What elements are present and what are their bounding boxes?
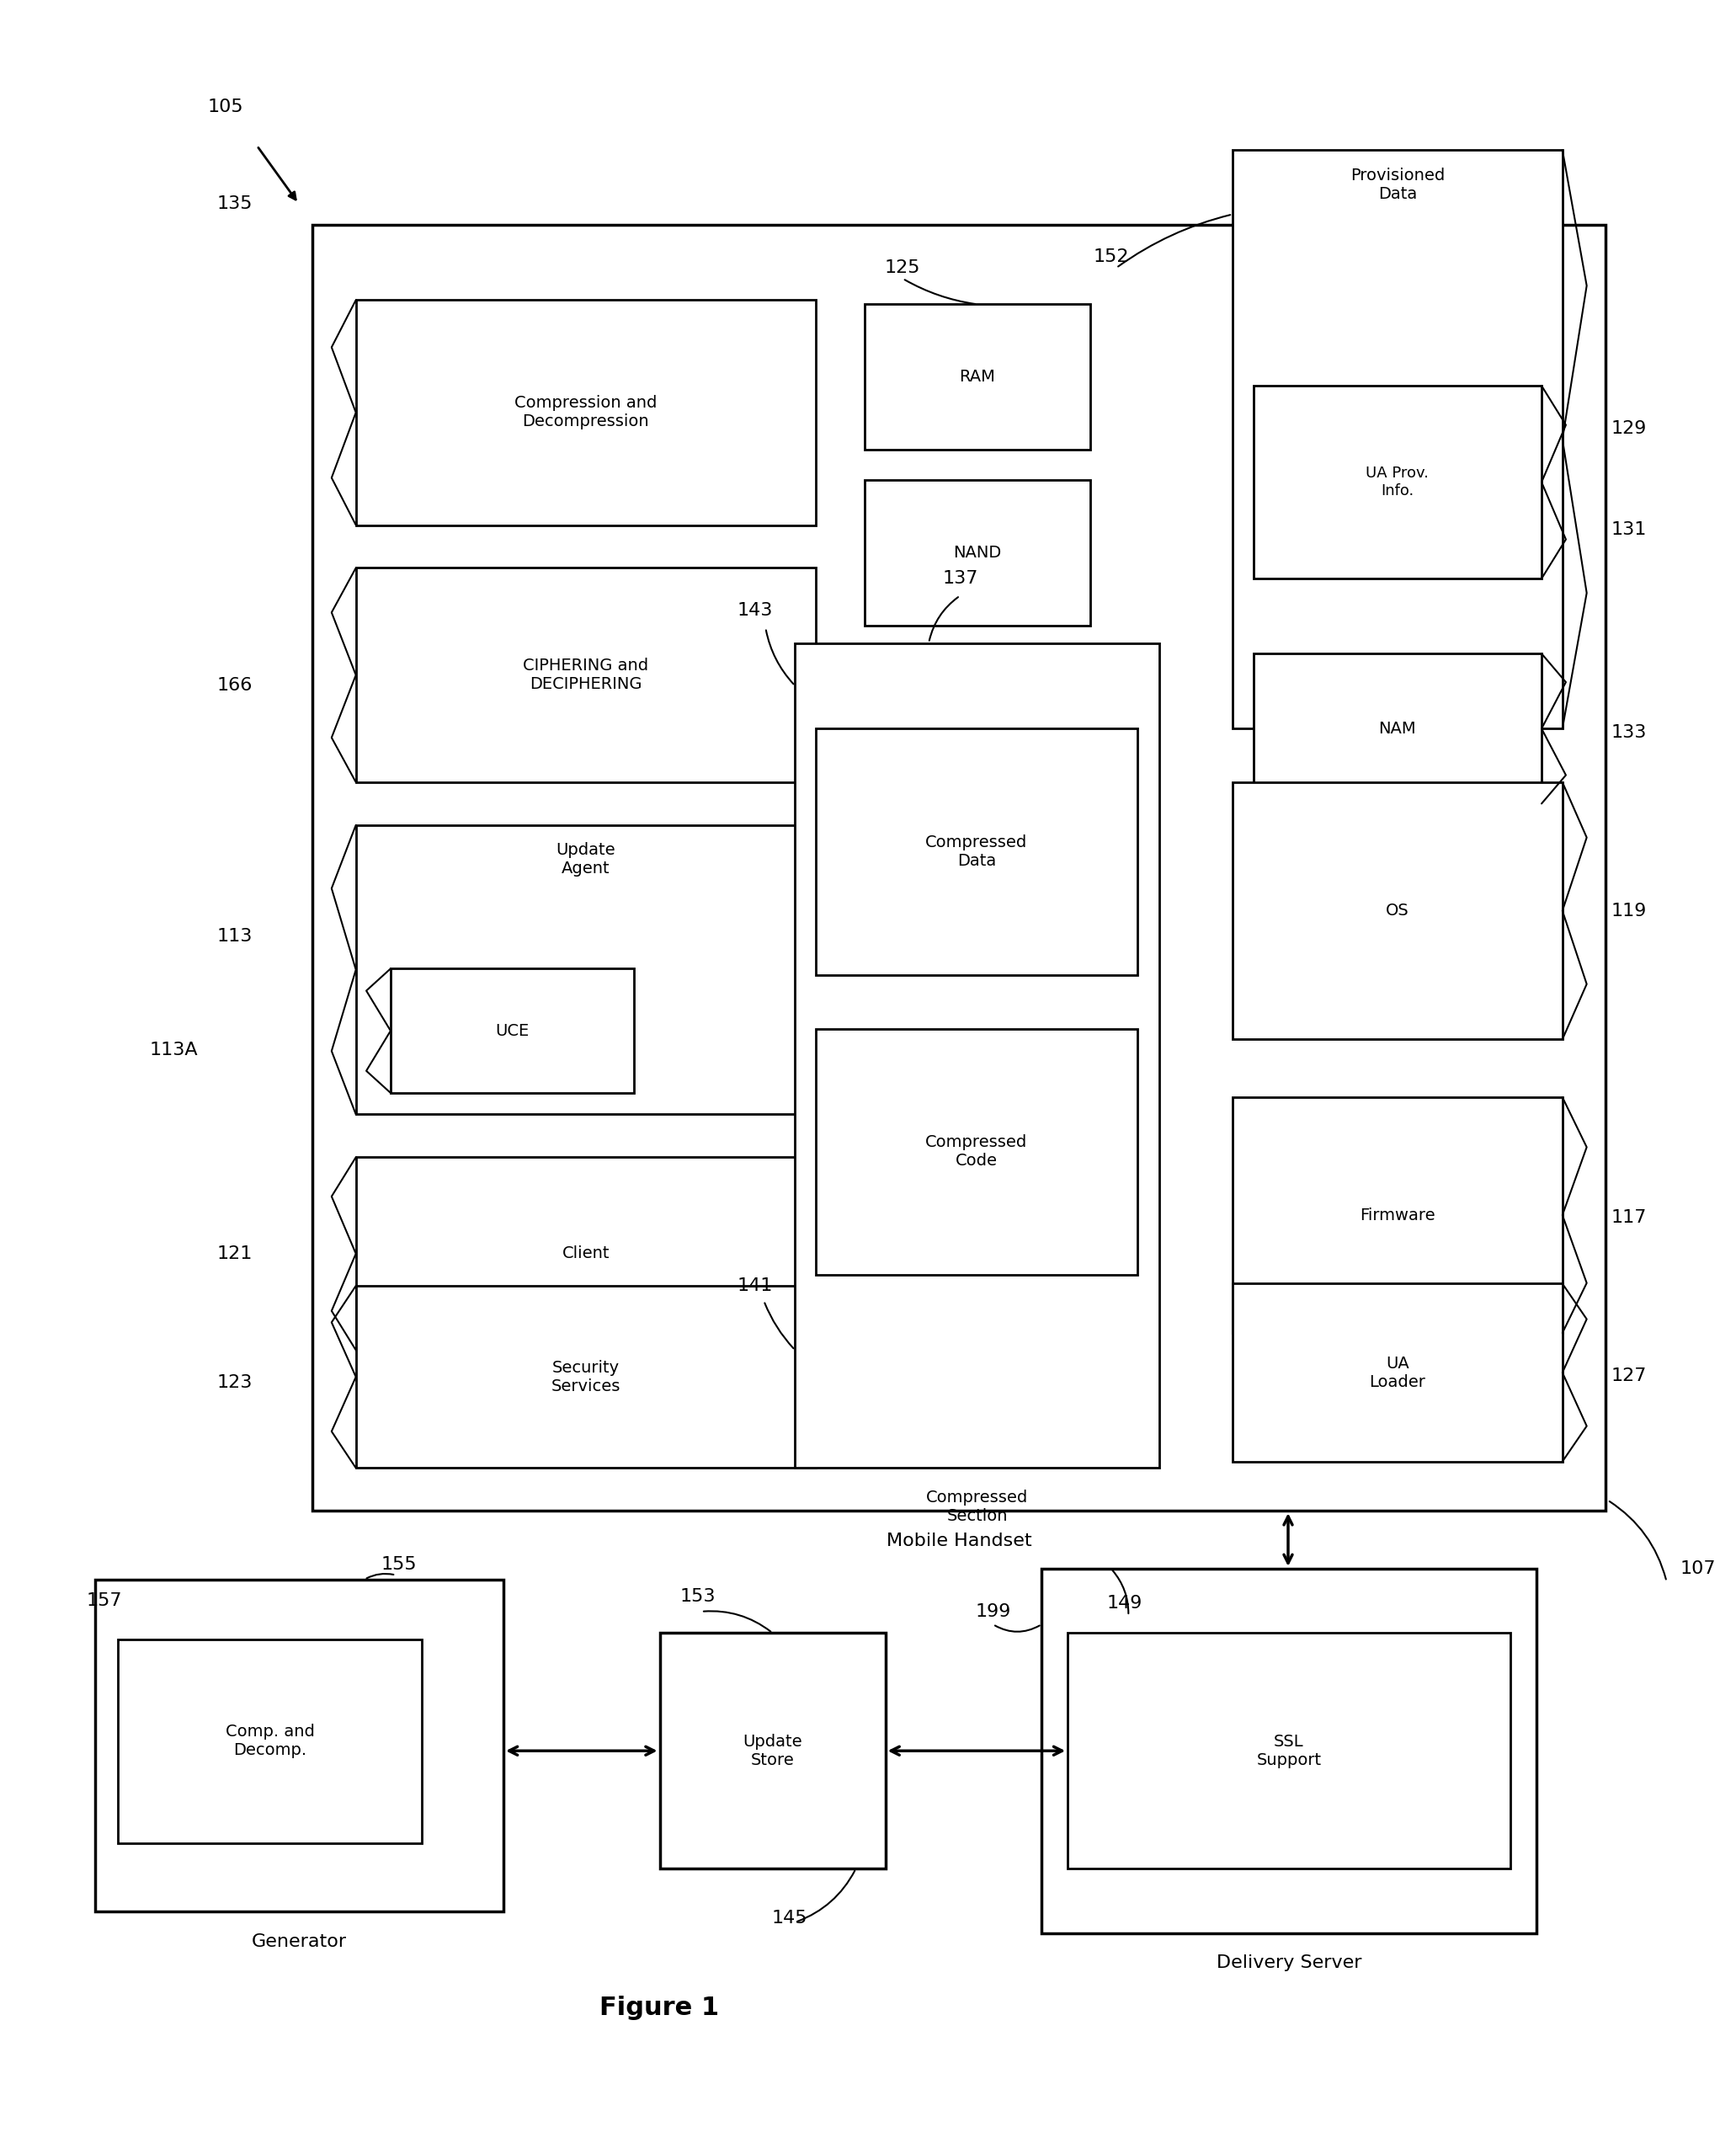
Bar bbox=[312, 225, 1606, 1511]
Text: RAM: RAM bbox=[960, 369, 995, 386]
Bar bbox=[356, 825, 816, 1114]
Text: 141: 141 bbox=[738, 1277, 773, 1294]
Text: 129: 129 bbox=[1611, 420, 1647, 437]
Text: 149: 149 bbox=[1108, 1594, 1142, 1612]
Text: 105: 105 bbox=[208, 99, 243, 116]
Bar bbox=[1233, 1284, 1562, 1462]
Bar bbox=[660, 1633, 885, 1869]
Bar bbox=[865, 480, 1090, 626]
Text: 125: 125 bbox=[885, 259, 920, 276]
Text: Compressed
Code: Compressed Code bbox=[925, 1134, 1028, 1170]
Text: Mobile Handset: Mobile Handset bbox=[887, 1532, 1031, 1549]
Text: UA Prov.
Info.: UA Prov. Info. bbox=[1366, 465, 1429, 499]
Text: 152: 152 bbox=[1094, 249, 1128, 266]
Text: 155: 155 bbox=[382, 1556, 417, 1573]
Bar bbox=[356, 568, 816, 782]
Text: Compressed
Data: Compressed Data bbox=[925, 834, 1028, 870]
Text: 131: 131 bbox=[1611, 521, 1647, 538]
Text: 121: 121 bbox=[217, 1245, 252, 1262]
Text: Client: Client bbox=[562, 1245, 609, 1262]
Text: 117: 117 bbox=[1611, 1209, 1647, 1226]
Text: SSL
Support: SSL Support bbox=[1257, 1734, 1321, 1768]
Bar bbox=[816, 729, 1137, 975]
Bar bbox=[1233, 150, 1562, 729]
Text: Compression and
Decompression: Compression and Decompression bbox=[514, 394, 658, 431]
Bar bbox=[118, 1639, 422, 1843]
Text: 133: 133 bbox=[1611, 724, 1647, 741]
Text: Firmware: Firmware bbox=[1359, 1207, 1436, 1224]
Text: 107: 107 bbox=[1680, 1560, 1717, 1577]
Text: 145: 145 bbox=[773, 1909, 807, 1927]
Bar bbox=[391, 969, 634, 1093]
Bar bbox=[356, 1286, 816, 1468]
Text: 127: 127 bbox=[1611, 1367, 1647, 1384]
Bar bbox=[356, 300, 816, 525]
Bar bbox=[865, 304, 1090, 450]
Bar bbox=[356, 1157, 816, 1350]
Text: 157: 157 bbox=[87, 1592, 122, 1609]
Text: 199: 199 bbox=[976, 1603, 1010, 1620]
Text: 113A: 113A bbox=[149, 1041, 198, 1059]
Text: Delivery Server: Delivery Server bbox=[1217, 1954, 1361, 1972]
Text: 143: 143 bbox=[738, 602, 773, 619]
Text: 135: 135 bbox=[217, 195, 252, 212]
Text: NAND: NAND bbox=[953, 544, 1002, 561]
Bar bbox=[816, 1029, 1137, 1275]
Text: OS: OS bbox=[1385, 902, 1410, 919]
Text: Figure 1: Figure 1 bbox=[601, 1995, 719, 2021]
Text: NAM: NAM bbox=[1378, 720, 1417, 737]
Text: Provisioned
Data: Provisioned Data bbox=[1351, 167, 1444, 201]
Text: Comp. and
Decomp.: Comp. and Decomp. bbox=[226, 1723, 314, 1759]
Bar bbox=[795, 643, 1160, 1468]
Text: Update
Store: Update Store bbox=[743, 1734, 802, 1768]
Bar bbox=[1042, 1569, 1536, 1933]
Text: Security
Services: Security Services bbox=[552, 1359, 620, 1395]
Text: UA
Loader: UA Loader bbox=[1370, 1354, 1425, 1391]
Text: Generator: Generator bbox=[252, 1933, 347, 1950]
Text: 123: 123 bbox=[217, 1374, 252, 1391]
Text: 137: 137 bbox=[943, 570, 977, 587]
Bar bbox=[1233, 782, 1562, 1039]
Text: Update
Agent: Update Agent bbox=[556, 842, 616, 876]
Text: 113: 113 bbox=[217, 928, 252, 945]
Text: Compressed
Section: Compressed Section bbox=[927, 1489, 1028, 1524]
Text: 166: 166 bbox=[217, 677, 252, 694]
Bar bbox=[1233, 1097, 1562, 1333]
Text: 119: 119 bbox=[1611, 902, 1647, 919]
Bar bbox=[95, 1579, 503, 1912]
Bar bbox=[1253, 654, 1542, 804]
Bar bbox=[1068, 1633, 1510, 1869]
Text: UCE: UCE bbox=[495, 1022, 529, 1039]
Text: 153: 153 bbox=[681, 1588, 715, 1605]
Text: CIPHERING and
DECIPHERING: CIPHERING and DECIPHERING bbox=[523, 658, 649, 692]
Bar bbox=[1253, 386, 1542, 579]
